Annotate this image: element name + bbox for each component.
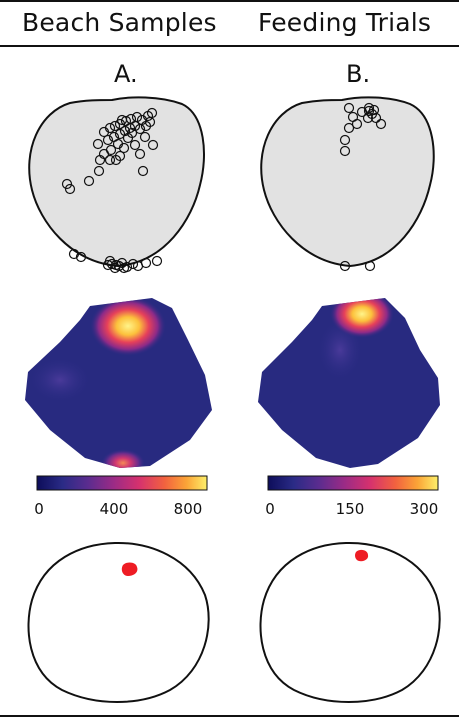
top-rule xyxy=(0,0,459,2)
point-a-36 xyxy=(116,114,128,126)
point-a-31 xyxy=(61,178,73,190)
point-a-21 xyxy=(118,142,130,154)
point-a-1 xyxy=(104,122,116,134)
point-b-8 xyxy=(362,112,374,124)
point-a-30 xyxy=(83,175,95,187)
panel-label-a: A. xyxy=(114,60,138,88)
point-a-53 xyxy=(106,258,118,270)
point-a-32 xyxy=(64,183,76,195)
point-a-2 xyxy=(109,120,121,132)
point-a-12 xyxy=(114,128,126,140)
point-b-2 xyxy=(363,105,375,117)
point-a-14 xyxy=(124,122,136,134)
point-b-12 xyxy=(339,134,351,146)
point-b-14 xyxy=(339,260,351,272)
point-b-10 xyxy=(363,102,375,114)
point-a-13 xyxy=(119,125,131,137)
outline-scatter-a xyxy=(28,96,205,268)
point-b-9 xyxy=(351,118,363,130)
colorbar-a-tick-2: 800 xyxy=(174,500,203,518)
point-b-4 xyxy=(370,112,382,124)
colorbar-b-tick-1: 150 xyxy=(336,500,365,518)
point-b-15 xyxy=(364,260,376,272)
point-a-51 xyxy=(140,257,152,269)
point-a-25 xyxy=(129,139,141,151)
heatmap-beach-samples xyxy=(25,298,212,468)
header-rule xyxy=(0,45,459,47)
points-feeding-trials xyxy=(339,102,387,272)
column-title-beach: Beach Samples xyxy=(22,8,217,37)
point-a-35 xyxy=(134,148,146,160)
red-region-blob-a xyxy=(121,562,138,576)
point-a-49 xyxy=(118,262,130,274)
heatmap-feeding-trials xyxy=(258,298,440,468)
colorbar-a-tick-0: 0 xyxy=(34,500,44,518)
point-a-39 xyxy=(94,154,106,166)
colorbar-beach-samples xyxy=(36,475,208,491)
panel-label-b: B. xyxy=(346,60,371,88)
point-a-18 xyxy=(144,116,156,128)
points-beach-samples xyxy=(61,107,163,274)
point-a-38 xyxy=(104,154,116,166)
outline-region-b xyxy=(259,541,441,703)
point-b-5 xyxy=(375,118,387,130)
point-b-13 xyxy=(339,145,351,157)
point-a-26 xyxy=(139,131,151,143)
point-a-10 xyxy=(102,134,114,146)
outline-scatter-b xyxy=(260,96,435,268)
point-a-46 xyxy=(127,258,139,270)
point-a-15 xyxy=(129,120,141,132)
point-a-52 xyxy=(151,255,163,267)
point-a-34 xyxy=(147,139,159,151)
point-a-47 xyxy=(102,259,114,271)
bottom-rule xyxy=(0,715,459,717)
point-a-33 xyxy=(137,165,149,177)
colorbar-a-tick-1: 400 xyxy=(100,500,129,518)
point-a-41 xyxy=(75,251,87,263)
point-b-11 xyxy=(368,104,380,116)
point-b-7 xyxy=(343,122,355,134)
point-a-16 xyxy=(134,123,146,135)
point-a-27 xyxy=(92,138,104,150)
point-a-40 xyxy=(68,248,80,260)
column-title-feeding: Feeding Trials xyxy=(258,8,432,37)
point-b-0 xyxy=(343,102,355,114)
point-a-29 xyxy=(93,165,105,177)
point-a-37 xyxy=(126,127,138,139)
red-region-blob-b xyxy=(355,549,369,562)
point-a-54 xyxy=(113,260,125,272)
outline-region-a xyxy=(27,541,210,703)
colorbar-feeding-trials xyxy=(267,475,439,491)
colorbar-b-tick-2: 300 xyxy=(410,500,439,518)
colorbar-b-tick-0: 0 xyxy=(265,500,275,518)
point-a-28 xyxy=(110,154,122,166)
